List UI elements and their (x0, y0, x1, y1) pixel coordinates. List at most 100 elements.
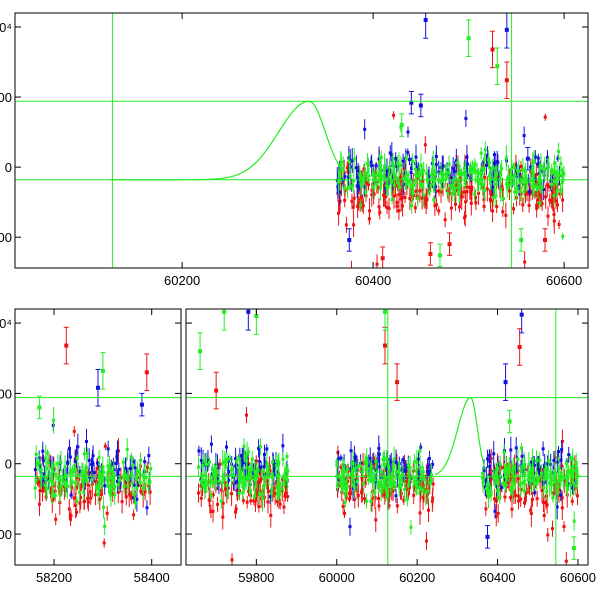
data-point-red (529, 512, 533, 516)
data-point-green (363, 171, 367, 175)
data-point-red (360, 476, 364, 480)
data-point-red (72, 496, 76, 500)
data-point-green (532, 182, 536, 186)
data-point-green (522, 463, 526, 467)
data-point-green (523, 480, 527, 484)
data-point-red (459, 193, 463, 197)
data-point-blue (465, 155, 469, 159)
data-point-red (391, 489, 395, 493)
data-point-green (398, 185, 402, 189)
data-point-green (429, 183, 433, 187)
data-point-green (222, 477, 226, 481)
data-point-blue (536, 467, 540, 471)
data-point-green (102, 470, 106, 474)
data-point-green (411, 476, 415, 480)
data-point-green (396, 161, 400, 165)
data-point-blue (409, 166, 413, 170)
data-point-red (516, 494, 520, 498)
data-point-green (408, 477, 412, 481)
data-point-green (219, 499, 223, 503)
data-point-red (395, 200, 399, 204)
data-point-blue (492, 153, 496, 157)
data-point-green (69, 468, 73, 472)
data-point-green (488, 174, 492, 178)
data-point-green (444, 177, 448, 181)
data-point-green (504, 156, 508, 160)
data-point-green (216, 471, 220, 475)
data-point-red (437, 189, 441, 193)
outlier-point-red (517, 344, 522, 349)
data-point-green (369, 477, 373, 481)
data-point-blue (106, 447, 110, 451)
data-point-green (248, 472, 252, 476)
data-point-green (135, 469, 139, 473)
data-point-green (401, 473, 405, 477)
data-point-blue (414, 155, 418, 159)
data-point-red (441, 182, 445, 186)
data-point-red (420, 196, 424, 200)
data-point-green (401, 176, 405, 180)
data-point-green (346, 467, 350, 471)
data-point-green (377, 481, 381, 485)
data-point-red (514, 163, 518, 167)
data-point-green (557, 150, 561, 154)
data-point-blue (374, 164, 378, 168)
data-point-red (57, 485, 61, 489)
data-point-green (528, 477, 532, 481)
data-point-red (560, 464, 564, 468)
chart-segment: 60200 60400 60600 −5000 0 5000 10⁴ (0, 12, 589, 288)
data-point-green (391, 480, 395, 484)
data-point-blue (143, 460, 147, 464)
data-point-green (531, 474, 535, 478)
data-point-blue (259, 465, 263, 469)
data-point-green (129, 455, 133, 459)
data-point-green (252, 477, 256, 481)
data-point-green (420, 168, 424, 172)
data-point-green (131, 463, 135, 467)
data-point-green (351, 469, 355, 473)
data-point-green (343, 500, 347, 504)
data-point-blue (427, 175, 431, 179)
data-point-red (230, 558, 234, 562)
data-point-green (394, 470, 398, 474)
data-point-blue (514, 446, 518, 450)
data-point-blue (376, 459, 380, 463)
data-point-red (403, 195, 407, 199)
data-point-green (387, 175, 391, 179)
data-point-red (454, 202, 458, 206)
data-point-green (547, 165, 551, 169)
data-point-green (482, 158, 486, 162)
data-point-blue (509, 448, 513, 452)
data-point-red (49, 490, 53, 494)
data-point-blue (271, 462, 275, 466)
data-point-green (561, 179, 565, 183)
data-point-green (368, 471, 372, 475)
data-point-blue (84, 440, 88, 444)
data-point-red (337, 211, 341, 215)
data-point-blue (400, 468, 404, 472)
outlier-point-green (507, 419, 512, 424)
data-point-red (561, 198, 565, 202)
data-point-green (519, 481, 523, 485)
data-point-red (339, 465, 343, 469)
data-point-red (362, 167, 366, 171)
data-point-red (368, 209, 372, 213)
data-point-green (406, 484, 410, 488)
plot-area (15, 326, 181, 548)
data-point-green (75, 499, 79, 503)
data-point-blue (466, 173, 470, 177)
data-point-red (572, 471, 576, 475)
data-point-green (494, 182, 498, 186)
outlier-point-blue (519, 312, 524, 317)
data-point-red (88, 490, 92, 494)
data-point-green (369, 467, 373, 471)
data-point-red (400, 179, 404, 183)
data-point-red (54, 517, 58, 521)
data-point-red (551, 197, 555, 201)
data-point-green (286, 469, 290, 473)
data-point-green (523, 180, 527, 184)
data-point-red (550, 527, 554, 531)
data-point-green (235, 459, 239, 463)
data-point-blue (369, 160, 373, 164)
